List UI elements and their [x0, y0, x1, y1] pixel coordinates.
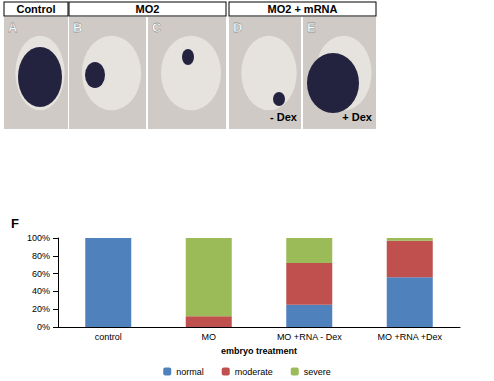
- svg-text:80%: 80%: [32, 251, 50, 261]
- svg-text:C: C: [152, 20, 162, 35]
- svg-text:0%: 0%: [37, 322, 50, 332]
- svg-text:normal: normal: [176, 367, 204, 377]
- svg-text:MO: MO: [202, 332, 217, 342]
- svg-text:60%: 60%: [32, 269, 50, 279]
- svg-text:B: B: [73, 20, 82, 35]
- svg-text:D: D: [233, 20, 242, 35]
- svg-text:embryo treatment: embryo treatment: [221, 346, 297, 356]
- svg-text:MO2: MO2: [136, 3, 160, 15]
- svg-text:MO +RNA - Dex: MO +RNA - Dex: [277, 332, 342, 342]
- svg-text:moderate: moderate: [235, 367, 273, 377]
- svg-text:MO2 + mRNA: MO2 + mRNA: [268, 3, 338, 15]
- svg-text:20%: 20%: [32, 304, 50, 314]
- svg-text:MO +RNA +Dex: MO +RNA +Dex: [377, 332, 442, 342]
- svg-text:100%: 100%: [27, 233, 50, 243]
- svg-text:severe: severe: [304, 367, 331, 377]
- svg-text:A: A: [8, 20, 18, 35]
- svg-text:+ Dex: + Dex: [342, 111, 373, 123]
- svg-text:E: E: [307, 20, 316, 35]
- svg-text:control: control: [95, 332, 122, 342]
- svg-text:F: F: [11, 216, 19, 231]
- svg-text:- Dex: - Dex: [270, 111, 298, 123]
- svg-text:40%: 40%: [32, 286, 50, 296]
- svg-text:Control: Control: [16, 3, 55, 15]
